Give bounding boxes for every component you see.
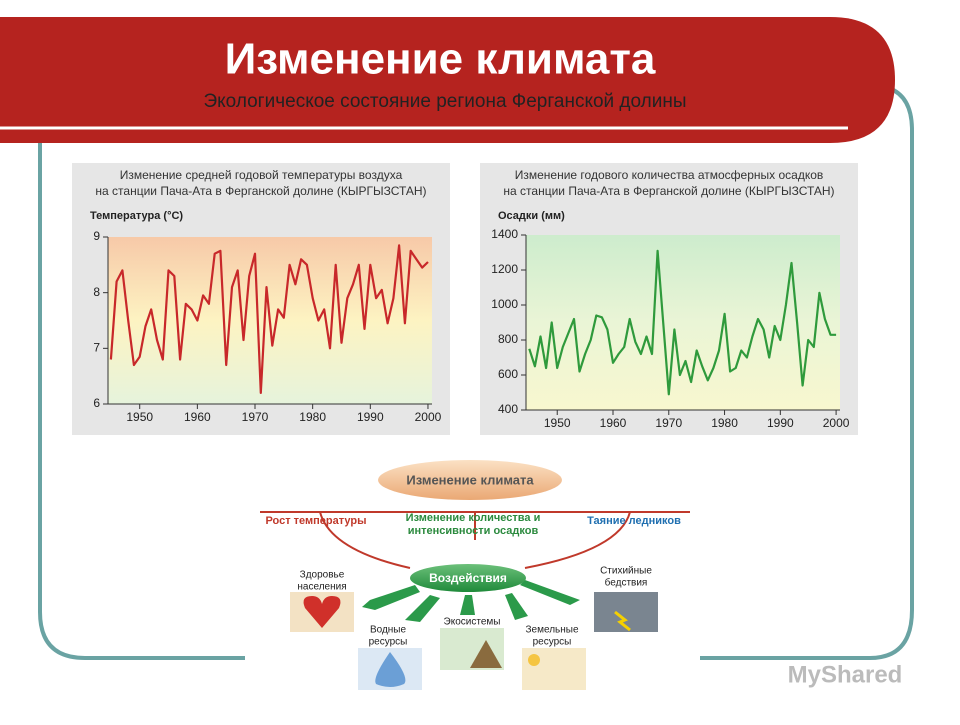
y-tick-label: 400 (498, 402, 518, 416)
effect-label: Экосистемы (444, 617, 501, 628)
effect-label: ресурсы (369, 637, 408, 648)
x-tick-label: 1960 (600, 416, 627, 430)
effect-label: Стихийные (600, 566, 652, 577)
connector (260, 511, 690, 540)
y-tick-label: 1000 (491, 297, 518, 311)
effect-label: Водные (370, 625, 407, 636)
x-tick-label: 1990 (767, 416, 794, 430)
root-label: Изменение климата (406, 472, 534, 487)
x-tick-label: 1960 (184, 410, 211, 424)
subtitle: Экологическое состояние региона Ферганск… (203, 91, 686, 112)
effect-label: Здоровье (300, 570, 345, 581)
arrow (362, 585, 420, 610)
x-tick-label: 1980 (711, 416, 738, 430)
hub-oval (410, 564, 526, 592)
cause-label: Таяние ледников (587, 515, 681, 527)
chart-title: на станции Пача-Ата в Ферганской долине … (95, 184, 426, 198)
arrows (362, 580, 580, 622)
x-tick-label: 2000 (415, 410, 442, 424)
chart-title: на станции Пача-Ата в Ферганской долине … (503, 184, 834, 198)
cause-label: Изменение количества и (406, 512, 541, 524)
plot-area (526, 235, 840, 410)
effect-label: бедствия (605, 577, 648, 589)
y-tick-label: 800 (498, 332, 518, 346)
x-tick-label: 1980 (299, 410, 326, 424)
x-tick-label: 1950 (126, 410, 153, 424)
cause-label: интенсивности осадков (408, 525, 539, 537)
icon-sun (528, 654, 540, 666)
icon-mountain (470, 640, 502, 668)
y-tick-label: 7 (93, 341, 100, 355)
y-tick-label: 600 (498, 367, 518, 381)
x-tick-label: 1970 (242, 410, 269, 424)
icon-drop (375, 652, 406, 687)
hub-label: Воздействия (429, 571, 507, 585)
x-tick-label: 1990 (357, 410, 384, 424)
x-tick-label: 1970 (655, 416, 682, 430)
effect-label: ресурсы (533, 637, 572, 648)
diagram: Изменение климата Рост температуры Изменен… (260, 460, 690, 690)
y-axis-label: Температура (°С) (90, 210, 183, 222)
x-tick-label: 2000 (823, 416, 850, 430)
header-band (0, 17, 895, 143)
effect-label: населения (297, 582, 346, 593)
cause-label: Рост температуры (265, 515, 366, 527)
data-line (109, 244, 429, 394)
y-tick-label: 6 (93, 396, 100, 410)
icon-heart (303, 596, 341, 628)
title: Изменение климата (225, 35, 656, 84)
arrow (505, 593, 528, 620)
root-oval (378, 460, 562, 500)
y-tick-label: 9 (93, 229, 100, 243)
arrow (405, 595, 440, 622)
connector (319, 511, 631, 569)
y-axis-label: Осадки (мм) (498, 210, 565, 222)
chart-title: Изменение годового количества атмосферны… (515, 168, 824, 182)
effect-label: Земельные (525, 625, 578, 636)
line-chart: Изменение средней годовой температуры во… (72, 163, 450, 435)
icon-lightning (614, 610, 631, 632)
line-chart: Изменение годового количества атмосферны… (480, 163, 858, 435)
arrow (520, 580, 580, 605)
icon-land (522, 648, 586, 690)
y-tick-label: 1200 (491, 262, 518, 276)
watermark: MyShared (788, 661, 903, 688)
arrow (460, 595, 475, 615)
chart-title: Изменение средней годовой температуры во… (120, 168, 403, 182)
y-tick-label: 1400 (491, 227, 518, 241)
charts: Изменение средней годовой температуры во… (72, 163, 858, 435)
x-tick-label: 1950 (544, 416, 571, 430)
y-tick-label: 8 (93, 285, 100, 299)
data-line (528, 249, 837, 396)
